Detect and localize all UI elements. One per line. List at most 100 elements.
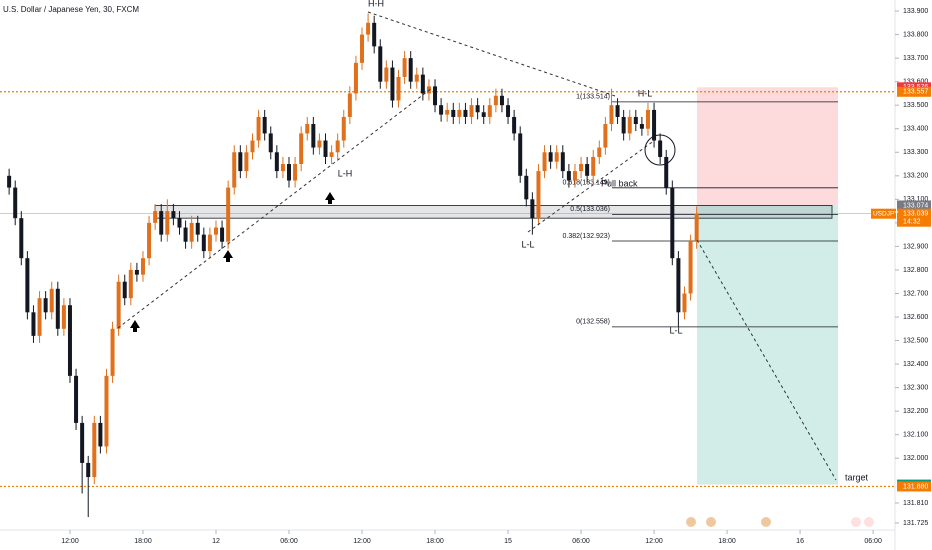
candle-body: [560, 152, 565, 172]
candle-body: [299, 133, 304, 165]
candle-body: [19, 218, 24, 259]
candle-body: [207, 234, 212, 252]
candle-body: [639, 124, 644, 129]
candle-body: [597, 147, 602, 157]
x-tick-label: 16: [796, 538, 804, 545]
event-icons: [686, 517, 874, 527]
candle-body: [13, 187, 18, 219]
x-tick-label: 12:00: [353, 538, 371, 545]
candle-body: [384, 67, 389, 82]
candle-body: [645, 109, 650, 129]
candle-body: [238, 152, 243, 172]
candle-body: [402, 58, 407, 77]
candle-body: [67, 305, 72, 376]
candle-body: [220, 227, 225, 242]
candle-body: [110, 328, 115, 376]
y-tick-label: 133.300: [903, 149, 928, 156]
fib-label: 0(132.558): [576, 319, 610, 326]
candle-body: [201, 234, 206, 252]
candle-body: [86, 462, 91, 478]
y-tick-label: 131.725: [903, 520, 928, 527]
x-tick-label: 12: [212, 538, 220, 545]
candle-body: [335, 140, 340, 153]
fib-label: 0.618(133.149): [563, 180, 610, 187]
candle-body: [579, 164, 584, 172]
candle-body: [7, 175, 12, 188]
candle-body: [682, 293, 687, 313]
candle-body: [493, 95, 498, 106]
candle-body: [274, 152, 279, 172]
fib-label: 0.5(133.036): [570, 206, 610, 213]
candle-body: [250, 140, 255, 153]
candle-body: [664, 156, 669, 188]
price-label-bg: [897, 200, 931, 211]
candle-body: [329, 152, 334, 157]
support-zone: [154, 205, 833, 219]
candle-body: [420, 74, 425, 94]
price-label-bg: [897, 481, 931, 492]
candle-body: [213, 227, 218, 235]
y-tick-label: 132.300: [903, 384, 928, 391]
candle-body: [25, 258, 30, 313]
fib-label: 0.382(132.923): [563, 233, 610, 240]
event-icon: [864, 517, 874, 527]
candle-body: [652, 109, 657, 141]
candle-body: [445, 109, 450, 115]
price-label: 133.039: [903, 211, 928, 218]
y-tick-label: 133.500: [903, 102, 928, 109]
candle-body: [536, 171, 541, 219]
trend-line: [367, 11, 616, 97]
candle-body: [408, 58, 413, 82]
candle-body: [153, 211, 158, 223]
y-tick-label: 133.900: [903, 8, 928, 15]
candle-body: [506, 105, 511, 117]
x-tick-label: 06:00: [572, 538, 590, 545]
candle-body: [372, 22, 377, 47]
candle-body: [433, 86, 438, 106]
candle-body: [74, 375, 79, 423]
y-tick-label: 133.600: [903, 79, 928, 86]
chart-title: U.S. Dollar / Japanese Yen, 30, FXCM: [3, 5, 139, 14]
symbol-label: USDJPY: [873, 210, 899, 217]
x-tick-label: 12:00: [61, 538, 79, 545]
y-tick-label: 132.800: [903, 267, 928, 274]
event-icon: [686, 517, 696, 527]
candle-body: [305, 124, 310, 134]
y-tick-label: 133.800: [903, 31, 928, 38]
candle-body: [378, 46, 383, 82]
candle-body: [475, 105, 480, 113]
candle-body: [481, 112, 486, 117]
candle-body: [287, 164, 292, 181]
candle-body: [134, 269, 139, 275]
y-tick-label: 132.600: [903, 314, 928, 321]
x-tick-label: 06:00: [864, 538, 882, 545]
candle-body: [159, 211, 164, 235]
candle-body: [353, 62, 358, 94]
annotation: H-L: [638, 88, 653, 98]
candle-body: [499, 95, 504, 106]
candle-body: [232, 152, 237, 188]
annotation: L-L: [669, 325, 682, 335]
arrow-up: [325, 192, 335, 204]
candle-body: [177, 218, 182, 228]
price-label-bg: [897, 208, 931, 227]
candle-body: [293, 164, 298, 181]
price-label: 133.074: [903, 202, 928, 209]
drawings: [117, 11, 837, 481]
candle-body: [183, 227, 188, 242]
candle-body: [530, 199, 535, 219]
candle-body: [43, 298, 48, 313]
arrow-up: [223, 250, 233, 262]
candle-body: [566, 171, 571, 181]
candle-body: [244, 152, 249, 172]
y-tick-label: 132.400: [903, 361, 928, 368]
candle-body: [439, 105, 444, 115]
x-tick-label: 18:00: [134, 538, 152, 545]
y-tick-label: 133.400: [903, 126, 928, 133]
circle: [644, 134, 676, 166]
candle-body: [572, 171, 577, 181]
candle-body: [390, 67, 395, 101]
candle-body: [603, 124, 608, 148]
candle-body: [317, 140, 322, 148]
arrow-up: [130, 320, 140, 332]
